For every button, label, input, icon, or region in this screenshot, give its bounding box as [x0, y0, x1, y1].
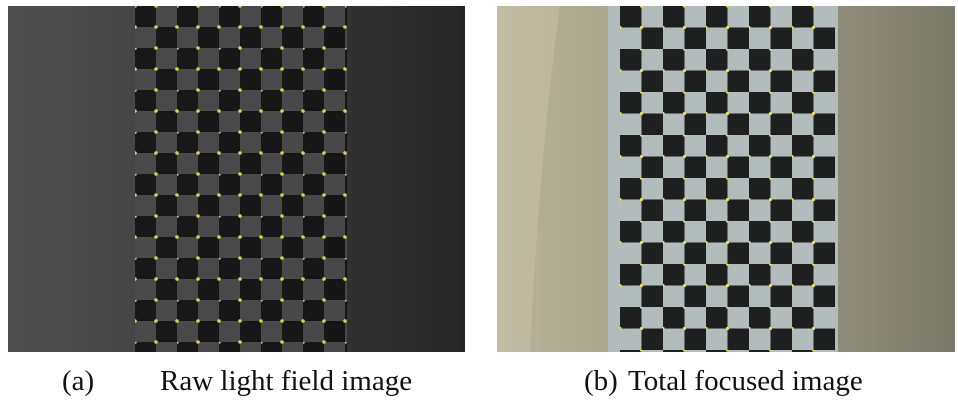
caption: Total focused image [628, 365, 863, 397]
page: (a) Raw light field image (b) Total focu… [0, 0, 958, 402]
panel-label: (a) [62, 365, 94, 397]
checkerboard [620, 6, 835, 352]
panel-b-image [497, 6, 955, 352]
panel-label: (b) [584, 365, 618, 397]
checkerboard [135, 6, 347, 352]
panel-a-image [8, 6, 465, 352]
caption: Raw light field image [160, 365, 412, 397]
figure: (a) Raw light field image (b) Total focu… [0, 0, 958, 402]
